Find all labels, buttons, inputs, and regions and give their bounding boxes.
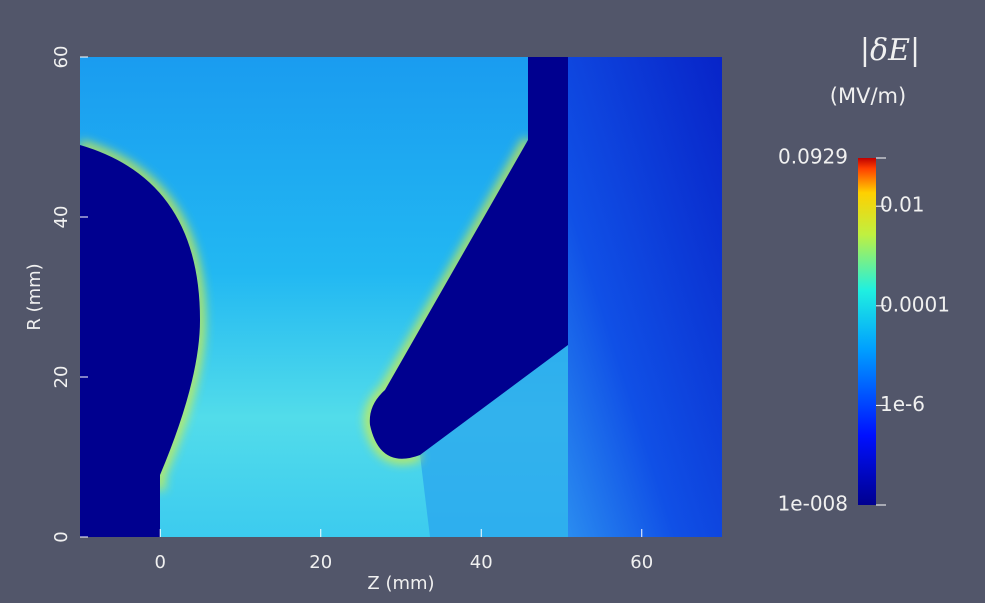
x-tick-label: 60: [630, 552, 653, 573]
colorbar-tick-label: 1e-6: [880, 392, 925, 416]
y-tick-label: 20: [51, 366, 72, 389]
x-axis-label: Z (mm): [367, 573, 434, 594]
x-tick-label: 40: [470, 552, 493, 573]
colorbar-title: |δE|: [860, 33, 920, 68]
y-tick-label: 60: [51, 46, 72, 69]
colorbar-tick-label: 1e-008: [778, 492, 848, 516]
colorbar-tick-label: 0.01: [880, 193, 925, 217]
x-tick-label: 0: [155, 552, 166, 573]
colorbar-tick-label: 0.0929: [778, 145, 848, 169]
conductor: [80, 145, 200, 537]
conductor: [369, 57, 568, 459]
x-tick-label: 20: [309, 552, 332, 573]
colorbar: [858, 158, 876, 505]
y-tick-label: 0: [51, 531, 72, 542]
field-map: [80, 57, 722, 537]
colorbar-unit: (MV/m): [830, 84, 906, 108]
colorbar-tick-label: 0.0001: [880, 292, 950, 316]
field-region: [568, 57, 722, 537]
y-axis-label: R (mm): [24, 263, 45, 330]
y-tick-label: 40: [51, 206, 72, 229]
